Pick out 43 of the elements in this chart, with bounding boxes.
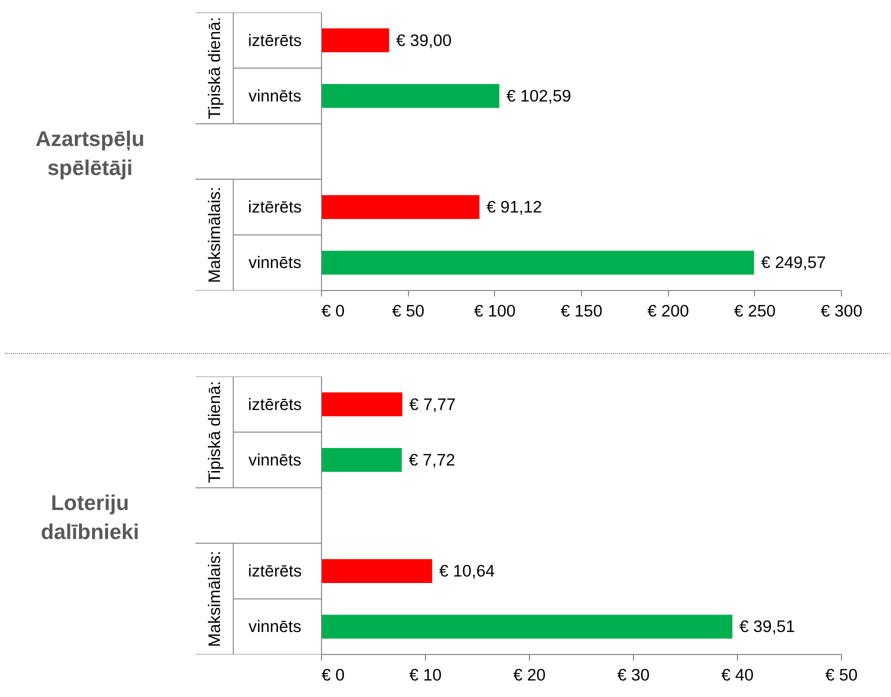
text: Azartspēļu spēlētāji — [34, 126, 146, 182]
x-tick-label: € 50 — [392, 302, 424, 320]
y-tick-label: iztērēts — [248, 394, 302, 414]
x-tick-label: € 0 — [322, 302, 345, 320]
text: Maksimālais: — [204, 550, 224, 648]
y-tick-label: iztērēts — [248, 562, 302, 581]
bar — [322, 448, 402, 472]
y-tick-label: vinnēts — [248, 253, 302, 272]
x-tick-label: € 50 — [825, 666, 858, 684]
data-label: € 7,72 — [408, 450, 456, 470]
data-label: € 39,00 — [396, 30, 452, 50]
x-tick-label: € 200 — [647, 302, 690, 320]
x-tick-label: € 40 — [721, 666, 754, 684]
x-tick-label: € 300 — [820, 302, 862, 320]
x-tick-label: € 150 — [560, 302, 602, 320]
bar — [322, 195, 480, 220]
y-tick-label: vinnēts — [248, 450, 302, 470]
bar — [322, 614, 732, 639]
y-tick-label: vinnēts — [248, 617, 302, 636]
y-tick-label: iztērēts — [248, 198, 302, 217]
data-label: € 10,64 — [439, 562, 495, 581]
text: Tipiskā dienā: — [204, 17, 224, 120]
data-label: € 91,12 — [486, 198, 542, 217]
x-tick-label: € 30 — [617, 666, 650, 684]
y-tick-label: vinnēts — [248, 86, 302, 106]
data-label: € 102,59 — [506, 86, 572, 106]
text: Maksimālais: — [204, 186, 224, 284]
y-tick-label: iztērēts — [248, 30, 302, 50]
text: Loteriju dalībnieki — [40, 490, 140, 546]
x-tick-label: € 0 — [322, 666, 345, 684]
text: Tipiskā dienā: — [204, 381, 224, 484]
x-tick-label: € 20 — [513, 666, 546, 684]
bar — [322, 84, 500, 108]
x-tick-label: € 100 — [474, 302, 516, 320]
data-label: € 7,77 — [409, 394, 456, 414]
data-label: € 249,57 — [761, 253, 826, 272]
bar — [322, 250, 754, 275]
x-tick-label: € 250 — [734, 302, 776, 320]
bar — [322, 559, 432, 584]
data-label: € 39,51 — [739, 617, 795, 636]
bar — [322, 28, 390, 52]
x-tick-label: € 10 — [409, 666, 442, 684]
bar — [322, 392, 402, 416]
